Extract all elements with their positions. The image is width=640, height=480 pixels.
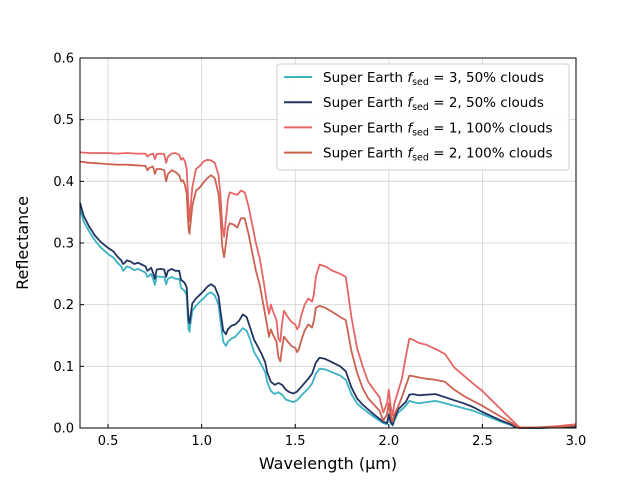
plot-lines (79, 151, 577, 429)
legend-label-prefix: Super Earth (323, 95, 407, 111)
legend-label-suffix: = 2, 100% clouds (429, 146, 553, 162)
y-tick-label: 0.4 (53, 175, 74, 190)
y-tick-label: 0.2 (53, 298, 74, 313)
x-tick-label: 1.0 (191, 434, 212, 449)
legend-label-variable: f (407, 95, 414, 111)
y-tick-label: 0.0 (53, 422, 74, 437)
x-axis-label: Wavelength (μm) (259, 454, 397, 473)
x-tick-label: 3.0 (566, 434, 587, 449)
legend-label-variable: f (407, 70, 414, 86)
legend-label-prefix: Super Earth (323, 120, 407, 136)
series-line-4 (79, 160, 577, 429)
legend-label-3: Super Earth fsed = 1, 100% clouds (323, 120, 552, 138)
legend-label-prefix: Super Earth (323, 146, 407, 162)
legend-label-2: Super Earth fsed = 2, 50% clouds (323, 95, 544, 113)
legend-label-suffix: = 2, 50% clouds (429, 95, 544, 111)
legend-label-suffix: = 3, 50% clouds (429, 70, 544, 86)
legend-label-4: Super Earth fsed = 2, 100% clouds (323, 146, 552, 164)
legend-label-1: Super Earth fsed = 3, 50% clouds (323, 70, 544, 88)
x-ticks: 0.5 1.0 1.5 2.0 2.5 3.0 (98, 424, 587, 449)
y-axis-label: Reflectance (13, 196, 32, 290)
legend-label-variable: f (407, 146, 414, 162)
y-tick-label: 0.3 (53, 237, 74, 252)
series-line-3 (79, 151, 577, 429)
x-tick-label: 1.5 (285, 434, 306, 449)
series-line-2 (79, 202, 577, 429)
legend-label-suffix: = 1, 100% clouds (429, 120, 553, 136)
legend-label-subscript: sed (412, 127, 429, 138)
y-tick-label: 0.5 (53, 113, 74, 128)
legend-label-prefix: Super Earth (323, 70, 407, 86)
x-tick-label: 2.5 (472, 434, 493, 449)
y-ticks: 0.0 0.1 0.2 0.3 0.4 0.5 0.6 (53, 52, 84, 437)
series-line-1 (79, 208, 577, 429)
x-tick-label: 2.0 (378, 434, 399, 449)
y-tick-label: 0.6 (53, 52, 74, 67)
legend-box (276, 63, 570, 171)
y-tick-label: 0.1 (53, 360, 74, 375)
x-tick-label: 0.5 (98, 434, 119, 449)
legend-label-subscript: sed (412, 102, 429, 113)
legend-label-subscript: sed (412, 77, 429, 88)
legend-label-variable: f (407, 120, 414, 136)
legend-label-subscript: sed (412, 153, 429, 164)
